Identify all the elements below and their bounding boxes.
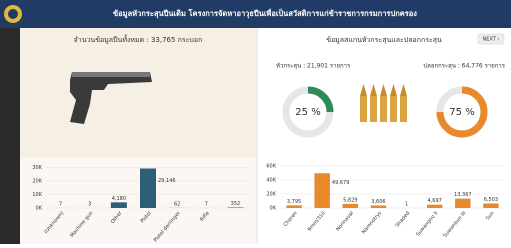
bar <box>111 202 127 208</box>
casings-count: ปลอกกระสุน : 64,776 รายการ <box>423 63 505 70</box>
next-button-label[interactable]: NEXT › <box>483 37 500 43</box>
y-tick-label: 60K <box>266 164 276 170</box>
value-label: 3,606 <box>371 199 385 205</box>
side-strip <box>0 28 20 244</box>
value-label: 7 <box>59 201 62 207</box>
y-tick-label: 40K <box>266 178 276 184</box>
y-tick-label: 0K <box>36 206 43 212</box>
value-label: 1 <box>405 201 408 207</box>
y-tick-label: 0K <box>270 206 277 212</box>
y-tick-label: 20K <box>32 178 42 184</box>
bar <box>286 205 301 208</box>
bullet-case <box>400 96 407 122</box>
y-tick-label: 20K <box>266 192 276 198</box>
bar <box>455 199 470 208</box>
donut-label: 25 % <box>295 107 320 118</box>
bullet-case <box>380 96 387 122</box>
bar <box>343 204 358 208</box>
header-title: ข้อมูลหัวกระสุนปืนเดิม โครงการจัดหาอาวุธ… <box>113 7 417 19</box>
dashboard: ข้อมูลหัวกระสุนปืนเดิม โครงการจัดหาอาวุธ… <box>0 0 511 244</box>
value-label: 3 <box>88 201 91 207</box>
value-label: 62 <box>174 201 180 207</box>
value-label: 4,697 <box>428 198 442 204</box>
left-panel <box>20 28 256 158</box>
y-tick-label: 30K <box>32 165 42 171</box>
donut-label: 75 % <box>449 107 474 118</box>
value-label: 5,829 <box>343 197 357 203</box>
bullet-case <box>390 96 397 122</box>
logo-inner <box>8 9 18 19</box>
bar <box>371 205 386 208</box>
bar <box>427 205 442 208</box>
right-title: ข้อมูลสแกนหัวกระสุนและปลอกกระสุน <box>326 36 442 44</box>
value-label: 13,367 <box>454 192 472 198</box>
bar <box>483 203 498 208</box>
pistol-slide <box>72 72 150 77</box>
left-chart-panel <box>20 158 256 244</box>
value-label: 49,679 <box>332 180 350 186</box>
value-label: 3,795 <box>287 199 301 205</box>
value-label: 7 <box>205 201 208 207</box>
value-label: 352 <box>231 201 241 207</box>
value-label: 6,503 <box>484 197 498 203</box>
bar <box>140 169 156 208</box>
bar <box>314 173 329 208</box>
right-panel <box>258 28 511 244</box>
value-label: 29,146 <box>158 178 176 184</box>
heads-count: หัวกระสุน : 21,901 รายการ <box>276 63 351 70</box>
bullet-case <box>360 96 367 122</box>
value-label: 4,180 <box>112 196 126 202</box>
y-tick-label: 10K <box>32 192 42 198</box>
bullet-case <box>370 96 377 122</box>
